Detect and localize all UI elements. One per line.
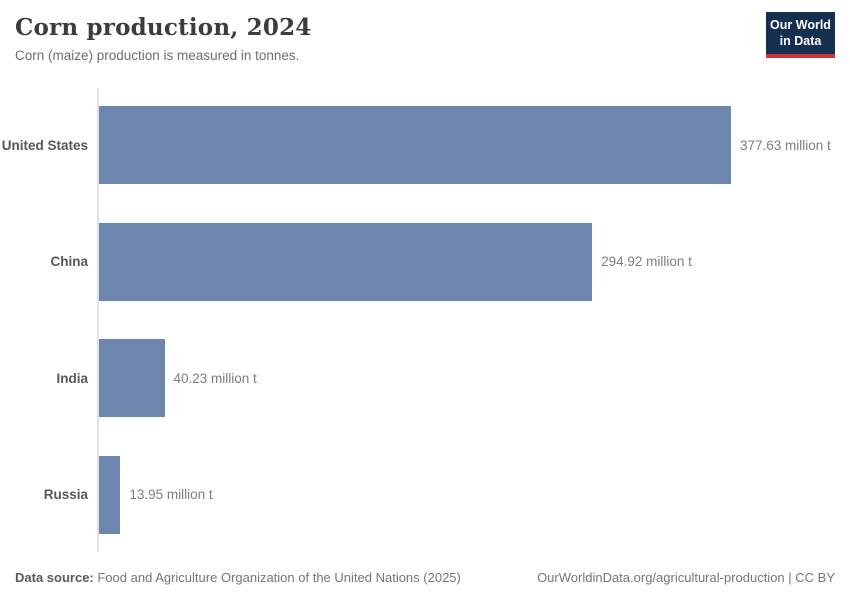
bar-row-russia: Russia 13.95 million t [0, 455, 850, 534]
entity-label: India [56, 370, 88, 386]
bar-chart: United States 377.63 million t China 294… [0, 88, 850, 552]
value-label: 13.95 million t [129, 487, 213, 502]
chart-footer: Data source: Food and Agriculture Organi… [15, 570, 835, 585]
entity-label: Russia [43, 487, 88, 502]
value-label: 40.23 million t [173, 370, 257, 386]
y-axis-line [97, 88, 99, 552]
data-source-label: Data source: [15, 570, 94, 585]
entity-label: United States [1, 137, 88, 153]
data-source-note: Data source: Food and Agriculture Organi… [15, 570, 461, 585]
entity-label: China [50, 254, 88, 269]
bar-row-china: China 294.92 million t [0, 222, 850, 301]
bar-india[interactable] [97, 339, 165, 417]
owid-logo-line2: in Data [779, 34, 822, 49]
bar-united-states[interactable] [97, 106, 731, 184]
bar-china[interactable] [97, 222, 593, 301]
bar-row-united-states: United States 377.63 million t [0, 106, 850, 184]
chart-header: Corn production, 2024 Corn (maize) produ… [0, 0, 850, 63]
owid-logo-line1: Our World [770, 18, 831, 32]
data-source-text: Food and Agriculture Organization of the… [93, 570, 461, 585]
owid-url-license-link[interactable]: OurWorldinData.org/agricultural-producti… [537, 570, 835, 585]
value-label: 294.92 million t [601, 254, 692, 269]
bar-row-india: India 40.23 million t [0, 339, 850, 417]
value-label: 377.63 million t [740, 137, 831, 153]
page-title: Corn production, 2024 [15, 14, 312, 41]
owid-logo[interactable]: Our World in Data [766, 12, 835, 58]
bar-russia[interactable] [97, 455, 121, 534]
chart-subtitle: Corn (maize) production is measured in t… [15, 48, 300, 63]
